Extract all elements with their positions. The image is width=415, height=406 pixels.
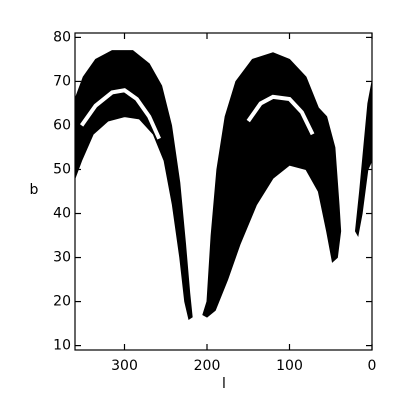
y-tick-label: 20	[53, 294, 71, 310]
gap	[79, 88, 161, 140]
y-axis-label: b	[30, 182, 39, 198]
gap	[246, 94, 315, 136]
y-tick-label: 80	[53, 29, 71, 45]
x-axis-label: l	[222, 376, 226, 392]
y-tick-label: 30	[53, 250, 71, 266]
y-tick-label: 10	[53, 338, 71, 354]
point-cloud	[74, 50, 193, 320]
y-tick-label: 70	[53, 73, 71, 89]
x-tick-label: 100	[276, 358, 303, 374]
plot-frame	[74, 32, 373, 351]
point-cloud	[202, 52, 342, 318]
x-tick-label: 300	[111, 358, 138, 374]
x-tick-label: 200	[194, 358, 221, 374]
x-tick-label: 0	[368, 358, 377, 374]
y-tick-label: 60	[53, 117, 71, 133]
y-tick-label: 40	[53, 206, 71, 222]
point-cloud	[354, 81, 373, 237]
y-tick-label: 50	[53, 161, 71, 177]
